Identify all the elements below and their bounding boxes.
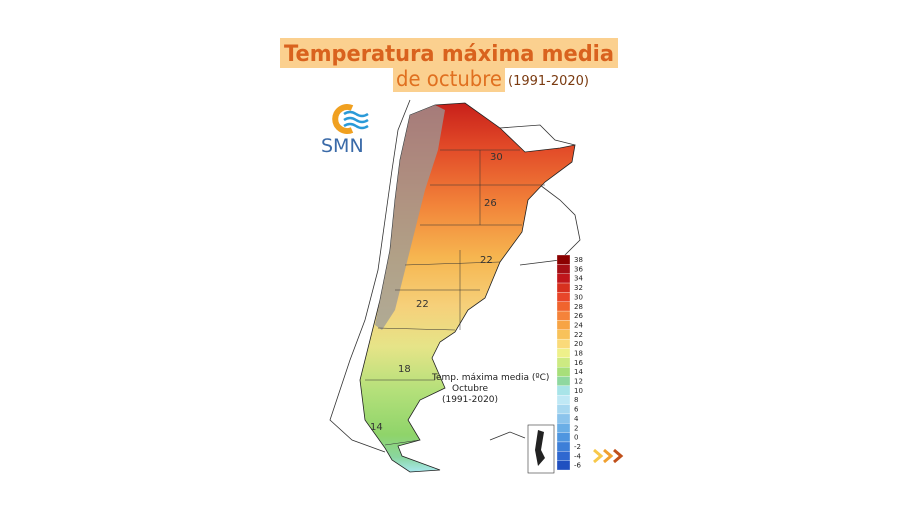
scale-cell: [556, 395, 571, 405]
scale-cell: [556, 301, 571, 312]
logo-arc: [332, 104, 354, 134]
scale-label: 16: [574, 359, 583, 367]
scale-cell: [556, 432, 571, 443]
contour-label: 14: [370, 422, 383, 433]
contour-label: 22: [416, 299, 429, 310]
scale-label: 10: [574, 387, 583, 395]
scale-label: 20: [574, 340, 583, 348]
scale-cell: [556, 423, 571, 433]
scale-label: 22: [574, 331, 583, 339]
scale-cell: [556, 376, 571, 387]
scale-label: 8: [574, 396, 578, 404]
scale-cell: [556, 441, 571, 452]
scale-label: -6: [574, 462, 582, 470]
scale-label: 32: [574, 284, 583, 292]
uruguay-border: [519, 184, 581, 266]
scale-cell: [556, 413, 571, 424]
scale-cell: [556, 404, 571, 415]
bolivia-border: [499, 124, 576, 146]
scale-label: 24: [574, 321, 583, 329]
scale-label: -4: [574, 452, 582, 460]
chile-coast: [329, 99, 411, 453]
contour-label: 30: [490, 152, 503, 163]
scale-label: 6: [574, 406, 579, 414]
scale-label: 30: [574, 293, 583, 301]
scale-label: 18: [574, 349, 583, 357]
title-highlight: [280, 38, 618, 68]
scale-cell: [556, 310, 571, 321]
scale-cell: [556, 329, 571, 340]
legend-title: Temp. máxima media (ºC): [431, 373, 549, 383]
scale-label: 4: [574, 415, 579, 423]
logo-text: SMN: [321, 135, 364, 157]
scale-label: -2: [574, 443, 581, 451]
contour-label: 22: [480, 255, 493, 266]
inset-shape: [535, 430, 545, 466]
contour-labels: 30 26 22 22 18 14: [370, 152, 503, 433]
scale-cell: [556, 273, 571, 284]
contour-label: 26: [484, 198, 497, 209]
title-highlight: [393, 68, 505, 92]
chevrons: [593, 448, 624, 464]
legend-period: (1991-2020): [442, 395, 498, 405]
provinces: [365, 149, 545, 446]
scale-label: 28: [574, 303, 583, 311]
scale-label: 2: [574, 424, 578, 432]
scale-cell: [556, 254, 571, 265]
scale-cell: [556, 264, 571, 274]
title: Temperatura máxima media: [284, 42, 614, 67]
scale-label: 38: [574, 256, 583, 264]
scale-cell: [556, 282, 571, 293]
color-scale: 38363432302826242220181614121086420-2-4-…: [556, 254, 583, 471]
scale-label: 14: [574, 368, 583, 376]
scale-cell: [556, 451, 571, 461]
andes: [375, 105, 445, 330]
islands: [489, 431, 526, 441]
scale-cell: [556, 338, 571, 349]
scale-cell: [556, 292, 571, 302]
title-period: (1991-2020): [508, 74, 589, 89]
scale-label: 26: [574, 312, 583, 320]
scale-cell: [556, 385, 571, 396]
scale-cell: [556, 357, 571, 368]
logo-waves: [343, 110, 369, 130]
scale-label: 0: [574, 434, 578, 442]
scale-cell: [556, 320, 571, 330]
scale-label: 34: [574, 275, 583, 283]
contour-label: 18: [398, 364, 411, 375]
scale-cell: [556, 460, 571, 471]
legend-month: Octubre: [452, 384, 488, 394]
scale-cell: [556, 367, 571, 377]
neighbors: [329, 99, 581, 453]
scale-label: 12: [574, 378, 583, 386]
scale-cell: [556, 348, 571, 358]
title-month: de octubre: [396, 67, 502, 91]
scale-label: 36: [574, 265, 583, 273]
logo: SMN: [321, 104, 369, 157]
